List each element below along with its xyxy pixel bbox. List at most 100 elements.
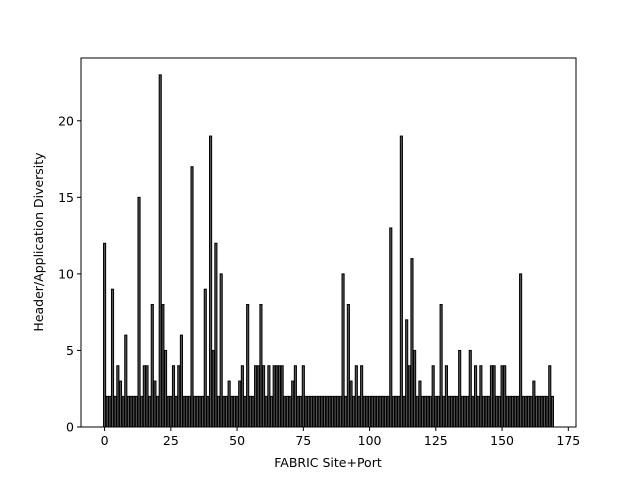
bar xyxy=(320,395,324,428)
bar xyxy=(209,135,213,428)
y-tick-label: 15 xyxy=(58,190,74,205)
bar xyxy=(171,365,176,428)
bar xyxy=(158,74,162,428)
bar xyxy=(439,304,443,428)
bar xyxy=(442,395,446,428)
x-tick-label: 175 xyxy=(556,433,580,448)
bar xyxy=(118,380,123,428)
bar xyxy=(328,395,332,428)
bar xyxy=(394,395,398,428)
y-tick-label: 10 xyxy=(58,266,74,281)
bar xyxy=(190,166,194,428)
bar xyxy=(116,365,120,428)
bar xyxy=(264,395,268,428)
bar xyxy=(222,395,226,428)
bar xyxy=(516,395,520,428)
bar xyxy=(548,365,552,428)
x-tick-label: 125 xyxy=(424,433,448,448)
bar xyxy=(405,319,409,428)
bar xyxy=(110,288,115,428)
bar xyxy=(365,395,369,428)
bar xyxy=(272,365,276,428)
bar xyxy=(132,395,136,428)
bar xyxy=(527,395,531,428)
y-axis-label: Header/Application Diversity xyxy=(31,152,46,332)
bar xyxy=(280,365,284,428)
bar xyxy=(219,273,223,428)
bar xyxy=(529,395,533,428)
bar xyxy=(484,395,488,428)
bar xyxy=(322,395,327,428)
bar xyxy=(468,349,472,428)
bar xyxy=(243,395,247,428)
bar xyxy=(532,380,536,428)
bar xyxy=(304,395,308,428)
bar xyxy=(296,395,300,428)
bar xyxy=(248,395,252,428)
bar xyxy=(317,395,321,428)
bar xyxy=(455,395,459,428)
bar xyxy=(230,395,234,428)
bar xyxy=(545,395,549,428)
bar xyxy=(402,395,406,428)
bar xyxy=(521,395,525,428)
bar xyxy=(354,365,358,428)
axes-frame xyxy=(80,57,577,428)
bar xyxy=(338,395,342,428)
bar xyxy=(129,395,133,428)
bar xyxy=(187,395,191,428)
bar xyxy=(481,395,486,428)
bar xyxy=(259,304,263,428)
bar xyxy=(489,365,494,428)
bar xyxy=(346,304,350,428)
bar xyxy=(492,365,496,428)
bar xyxy=(519,273,523,428)
bar xyxy=(474,365,478,428)
bar xyxy=(368,395,372,428)
bar xyxy=(444,365,448,428)
bar xyxy=(214,242,218,428)
bar xyxy=(458,349,462,428)
bar xyxy=(140,395,144,428)
bar xyxy=(161,304,165,428)
bar xyxy=(254,365,258,428)
bar xyxy=(195,395,199,428)
bar xyxy=(524,395,528,428)
bar xyxy=(193,395,197,428)
bar xyxy=(431,365,435,428)
bar xyxy=(182,395,186,428)
bar xyxy=(232,395,236,428)
bar xyxy=(145,365,149,428)
bar xyxy=(315,395,319,428)
bar xyxy=(436,395,441,428)
bar xyxy=(370,395,374,428)
bar xyxy=(103,242,107,428)
bar xyxy=(307,395,311,428)
bar xyxy=(476,395,480,428)
bar xyxy=(179,334,183,428)
bar xyxy=(105,395,109,428)
bar xyxy=(333,395,337,428)
bar xyxy=(269,395,274,428)
bar xyxy=(262,365,266,428)
bar xyxy=(227,380,231,428)
bar xyxy=(375,395,380,428)
bar xyxy=(537,395,541,428)
bar xyxy=(169,395,173,428)
bar xyxy=(341,273,345,428)
bar xyxy=(378,395,382,428)
bar xyxy=(153,380,157,428)
bar xyxy=(362,395,366,428)
bar xyxy=(397,395,401,428)
bar xyxy=(452,395,456,428)
x-tick-label: 25 xyxy=(163,433,179,448)
bar xyxy=(373,395,377,428)
bar xyxy=(299,395,303,428)
bar xyxy=(360,365,364,428)
bar xyxy=(487,395,491,428)
bar xyxy=(301,365,305,428)
bar xyxy=(174,395,178,428)
bar xyxy=(418,380,422,428)
x-axis-label: FABRIC Site+Port xyxy=(274,455,382,470)
